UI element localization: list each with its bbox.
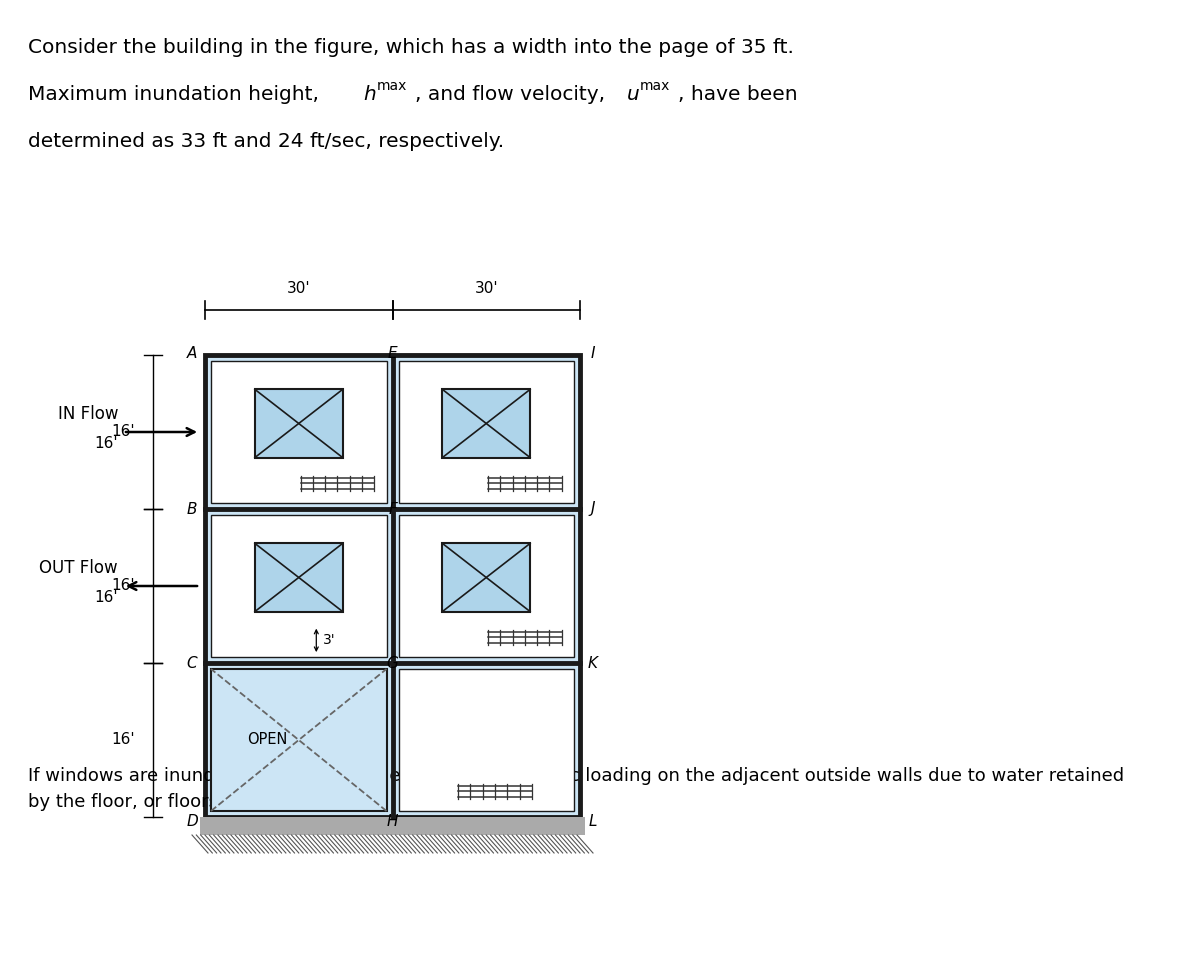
Bar — [398, 515, 574, 657]
Text: IN Flow: IN Flow — [58, 405, 118, 423]
Text: max: max — [377, 79, 407, 93]
Text: D: D — [186, 814, 198, 829]
Bar — [443, 390, 530, 457]
Text: 30': 30' — [287, 281, 311, 296]
Bar — [398, 361, 574, 503]
Text: C: C — [187, 655, 197, 670]
Text: A: A — [187, 346, 197, 360]
Text: H: H — [386, 814, 398, 829]
Text: OPEN: OPEN — [247, 732, 287, 748]
Text: 16': 16' — [112, 579, 134, 593]
Text: I: I — [590, 346, 595, 360]
Text: If windows are inundated, calculate the expected hydrostatic loading on the adja: If windows are inundated, calculate the … — [28, 767, 1124, 812]
Text: max: max — [640, 79, 671, 93]
Text: F: F — [388, 501, 397, 517]
Text: 16': 16' — [112, 732, 134, 748]
Text: determined as 33 ft and 24 ft/sec, respectively.: determined as 33 ft and 24 ft/sec, respe… — [28, 132, 504, 151]
Text: E: E — [388, 346, 397, 360]
Bar — [200, 817, 586, 835]
Text: 16': 16' — [95, 436, 118, 452]
Bar — [443, 543, 530, 611]
Text: Maximum inundation height,: Maximum inundation height, — [28, 85, 325, 104]
Bar — [211, 515, 386, 657]
Text: , have been: , have been — [678, 85, 798, 104]
Text: $u$: $u$ — [626, 85, 640, 104]
Text: , and flow velocity,: , and flow velocity, — [415, 85, 612, 104]
Bar — [211, 361, 386, 503]
Text: 30': 30' — [474, 281, 498, 296]
Bar — [211, 669, 386, 811]
Text: 16': 16' — [112, 425, 134, 439]
Text: 3': 3' — [323, 633, 336, 647]
Text: G: G — [386, 655, 398, 670]
Bar — [398, 669, 574, 811]
Text: 16': 16' — [95, 590, 118, 605]
Text: Consider the building in the figure, which has a width into the page of 35 ft.: Consider the building in the figure, whi… — [28, 38, 794, 57]
Text: B: B — [187, 501, 197, 517]
Text: $h$: $h$ — [364, 85, 377, 104]
Text: J: J — [590, 501, 595, 517]
Text: K: K — [588, 655, 598, 670]
Text: L: L — [589, 814, 598, 829]
Bar — [205, 355, 580, 817]
Bar — [254, 390, 343, 457]
Text: OUT Flow: OUT Flow — [40, 559, 118, 577]
Bar — [254, 543, 343, 611]
